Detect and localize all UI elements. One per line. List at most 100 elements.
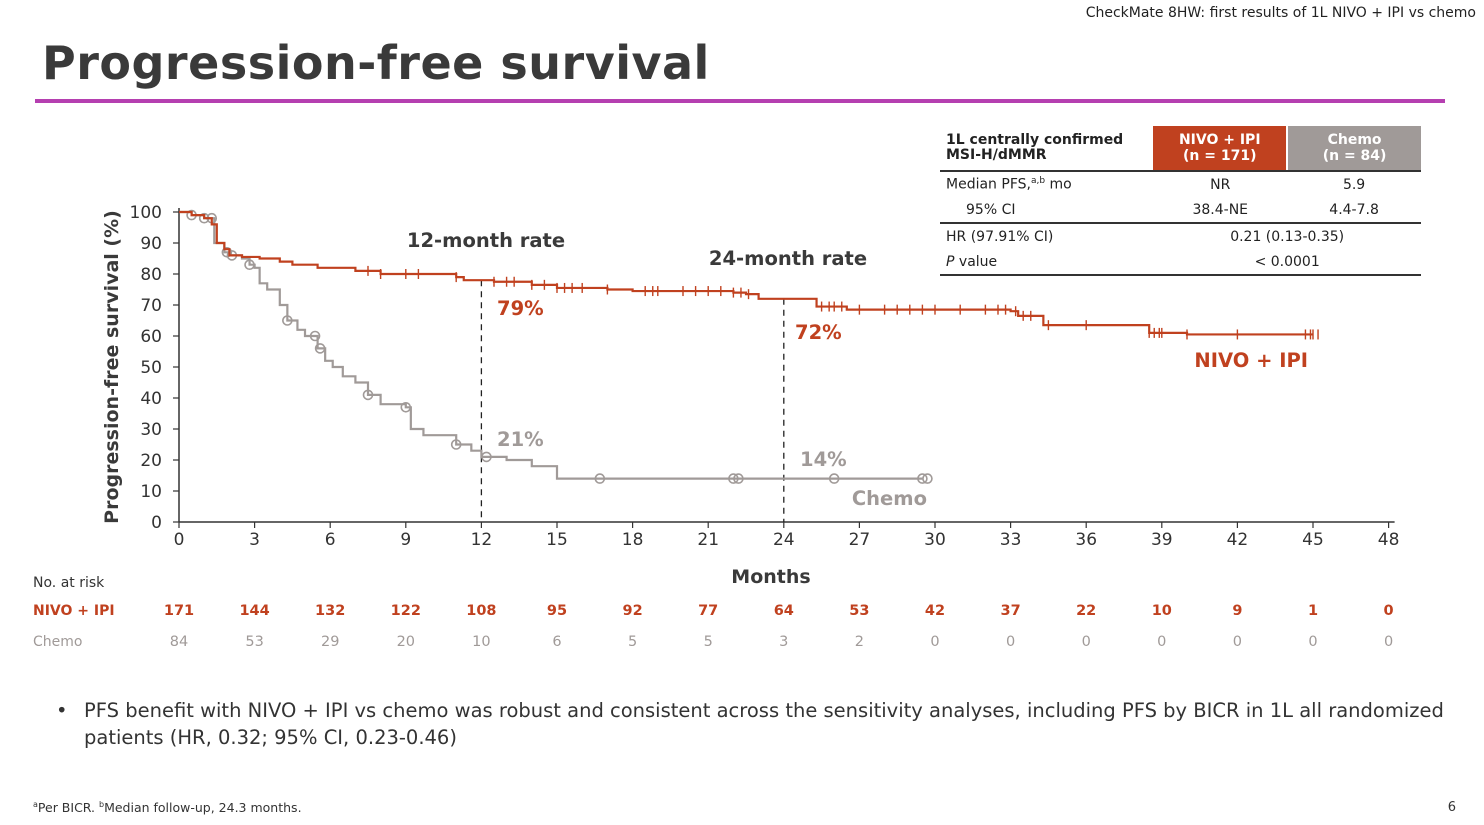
risk-value-nivo: 108 — [466, 603, 496, 619]
x-tick-label: 27 — [849, 530, 871, 550]
x-tick-label: 21 — [697, 530, 719, 550]
chemo-censor-mark — [450, 439, 462, 450]
chemo-censor-mark — [400, 401, 412, 413]
p-value: < 0.0001 — [1153, 249, 1421, 276]
hr-row: HR (97.91% CI) 0.21 (0.13-0.35) — [940, 223, 1421, 249]
chemo-series-label: Chemo — [852, 487, 927, 510]
x-tick-label: 18 — [622, 530, 644, 550]
bullet-text: PFS benefit with NIVO + IPI vs chemo was… — [84, 699, 1444, 749]
y-tick-label: 40 — [140, 389, 162, 409]
hr-label: HR (97.91% CI) — [946, 228, 1054, 245]
risk-value-chemo: 2 — [855, 634, 864, 650]
population-label: 1L centrally confirmed MSI-H/dMMR — [940, 126, 1154, 172]
y-tick-label: 60 — [140, 327, 162, 347]
risk-value-nivo: 22 — [1076, 603, 1096, 619]
bullet-point: • PFS benefit with NIVO + IPI vs chemo w… — [56, 697, 1446, 751]
risk-value-nivo: 1 — [1308, 603, 1318, 619]
rate24-label: 24-month rate — [709, 247, 867, 270]
chemo-12-month-rate: 21% — [497, 428, 544, 451]
title-rule — [35, 99, 1445, 103]
risk-value-nivo: 53 — [849, 603, 869, 619]
risk-value-chemo: 3 — [779, 634, 788, 650]
risk-table-title: No. at risk — [33, 575, 105, 591]
chemo-censor-mark — [362, 389, 374, 401]
nivo-series-label: NIVO + IPI — [1194, 349, 1308, 372]
x-axis-label: Months — [731, 566, 810, 588]
p-value-label: P value — [940, 249, 1154, 276]
risk-value-nivo: 10 — [1152, 603, 1172, 619]
rate12-label: 12-month rate — [407, 229, 565, 252]
ci-label: 95% CI — [940, 197, 1154, 224]
risk-value-nivo: 132 — [315, 603, 345, 619]
chemo-censor-mark — [733, 473, 744, 484]
risk-row-label-nivo: NIVO + IPI — [33, 603, 115, 619]
x-tick-label: 3 — [249, 530, 260, 550]
risk-value-chemo: 0 — [1157, 634, 1166, 650]
x-tick-label: 24 — [773, 530, 795, 550]
x-tick-label: 48 — [1378, 530, 1400, 550]
risk-value-chemo: 0 — [1006, 634, 1015, 650]
chemo-censor-mark — [244, 259, 255, 271]
y-tick-label: 50 — [140, 358, 162, 378]
x-tick-label: 45 — [1302, 530, 1324, 550]
nivo-12-month-rate: 79% — [497, 297, 544, 320]
risk-value-chemo: 0 — [1308, 634, 1317, 650]
risk-value-chemo: 0 — [930, 634, 939, 650]
nivo-24-month-rate: 72% — [795, 321, 842, 344]
x-tick-label: 30 — [924, 530, 946, 550]
y-tick-label: 80 — [140, 265, 162, 285]
y-tick-label: 20 — [140, 451, 162, 471]
bullet-icon: • — [56, 699, 68, 722]
chemo-censor-mark — [309, 330, 321, 342]
chemo-column-header: Chemo (n = 84) — [1287, 126, 1421, 172]
x-tick-label: 6 — [325, 530, 336, 550]
chemo-censor-mark — [594, 473, 606, 484]
chemo-censor-mark — [728, 473, 739, 484]
risk-value-nivo: 37 — [1001, 603, 1021, 619]
median-pfs-nivo: NR — [1210, 176, 1231, 193]
risk-value-chemo: 53 — [245, 634, 263, 650]
ci-chemo: 4.4-7.8 — [1287, 197, 1421, 224]
nivo-survival-curve — [179, 210, 1313, 336]
chemo-censor-mark — [922, 473, 933, 484]
chemo-24-month-rate: 14% — [800, 448, 847, 471]
median-pfs-row: Median PFS,a,b mo NR 5.9 — [940, 171, 1421, 197]
risk-value-nivo: 0 — [1384, 603, 1394, 619]
stats-table: 1L centrally confirmed MSI-H/dMMR NIVO + … — [940, 126, 1421, 276]
risk-value-nivo: 144 — [239, 603, 269, 619]
risk-value-chemo: 0 — [1384, 634, 1393, 650]
risk-value-chemo: 84 — [170, 634, 188, 650]
page-title: Progression-free survival — [42, 36, 710, 90]
ci-row: 95% CI 38.4-NE 4.4-7.8 — [940, 197, 1421, 224]
chemo-censor-mark — [828, 473, 840, 484]
p-value-row: P value < 0.0001 — [940, 249, 1421, 276]
x-tick-label: 42 — [1227, 530, 1249, 550]
y-tick-label: 30 — [140, 420, 162, 440]
x-tick-label: 15 — [546, 530, 568, 550]
chemo-censor-mark — [282, 315, 293, 326]
risk-value-chemo: 10 — [472, 634, 490, 650]
x-tick-label: 36 — [1075, 530, 1097, 550]
risk-value-nivo: 64 — [774, 603, 794, 619]
km-chart: 0 3 6 9 12 15 18 21 24 27 30 33 36 39 42 45 480102030405… — [33, 203, 1400, 650]
risk-value-chemo: 0 — [1082, 634, 1091, 650]
nivo-column-header: NIVO + IPI (n = 171) — [1153, 126, 1289, 172]
risk-value-chemo: 20 — [397, 634, 415, 650]
ci-nivo: 38.4-NE — [1153, 197, 1288, 224]
risk-value-nivo: 171 — [164, 603, 194, 619]
y-tick-label: 70 — [140, 296, 162, 316]
hr-value: 0.21 (0.13-0.35) — [1230, 228, 1345, 245]
risk-value-chemo: 0 — [1233, 634, 1242, 650]
risk-value-nivo: 122 — [391, 603, 421, 619]
x-tick-label: 33 — [1000, 530, 1022, 550]
risk-value-nivo: 42 — [925, 603, 945, 619]
x-tick-label: 9 — [400, 530, 411, 550]
risk-row-label-chemo: Chemo — [33, 634, 82, 650]
x-tick-label: 12 — [471, 530, 493, 550]
page-number: 6 — [1447, 800, 1456, 815]
risk-value-chemo: 5 — [628, 634, 637, 650]
median-pfs-chemo: 5.9 — [1342, 176, 1366, 193]
risk-value-chemo: 29 — [321, 634, 339, 650]
x-tick-label: 39 — [1151, 530, 1173, 550]
stats-header-row: 1L centrally confirmed MSI-H/dMMR NIVO + … — [940, 126, 1421, 172]
